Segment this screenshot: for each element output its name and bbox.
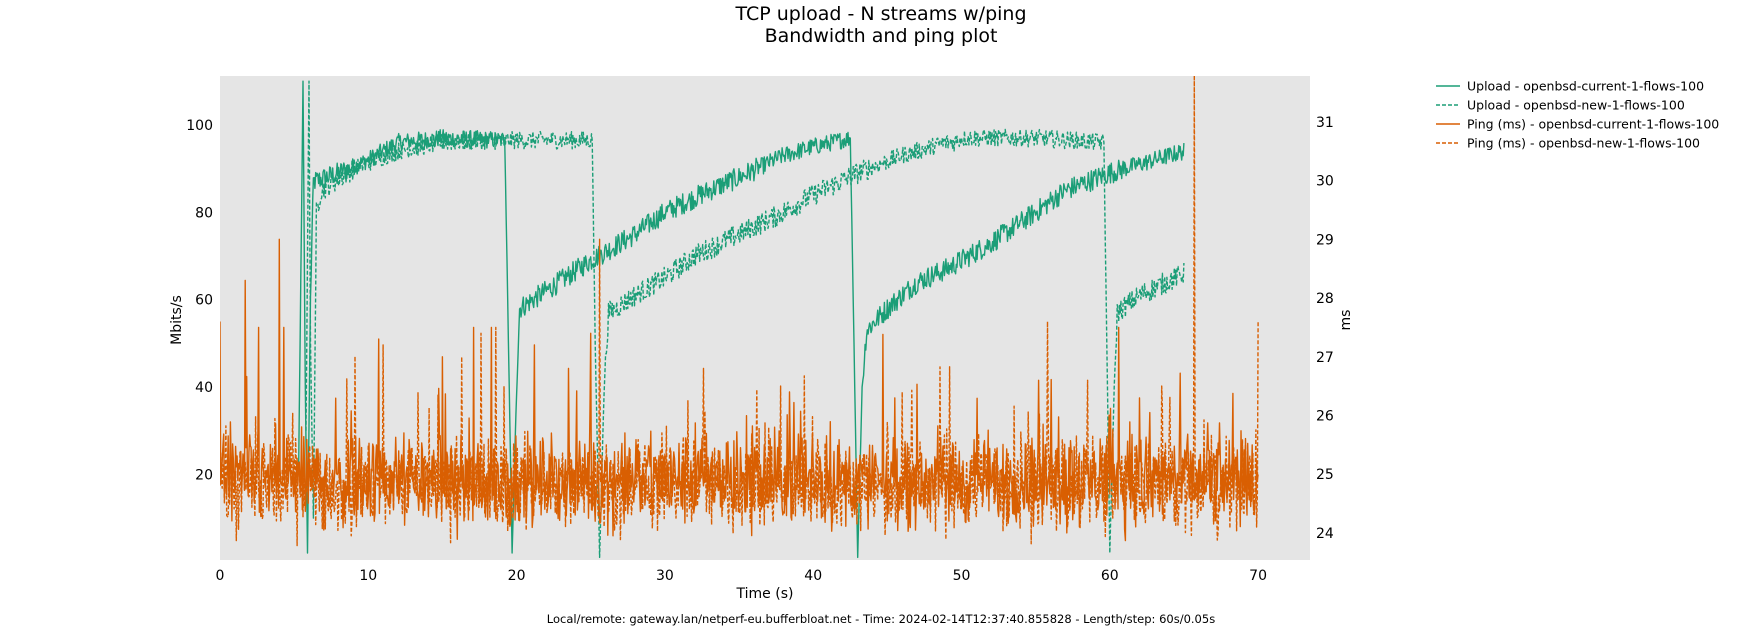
y2-tick-label: 24 [1316,526,1334,542]
y2-tick-label: 29 [1316,232,1334,248]
legend-label: Upload - openbsd-current-1-flows-100 [1467,79,1704,94]
y2-tick-label: 28 [1316,291,1334,307]
y-tick-label: 100 [186,118,213,134]
y2-tick-label: 25 [1316,467,1334,483]
series-line-3 [220,76,1259,547]
x-tick-label: 40 [804,568,822,584]
legend-label: Ping (ms) - openbsd-new-1-flows-100 [1467,136,1700,151]
chart-subtitle: Bandwidth and ping plot [765,25,998,47]
y2-tick-label: 30 [1316,174,1334,190]
y-tick-label: 40 [195,380,213,396]
y-tick-label: 20 [195,467,213,483]
x-tick-label: 70 [1249,568,1267,584]
x-tick-label: 10 [359,568,377,584]
legend: Upload - openbsd-current-1-flows-100 Uplo… [1436,79,1719,151]
y2-tick-label: 27 [1316,350,1334,366]
series-line-0 [297,80,1185,559]
legend-label: Ping (ms) - openbsd-current-1-flows-100 [1467,117,1719,132]
series-line-1 [305,80,1185,559]
x-tick-label: 50 [953,568,971,584]
chart-title: TCP upload - N streams w/ping [734,3,1026,25]
y-tick-label: 80 [195,205,213,221]
x-tick-label: 60 [1101,568,1119,584]
x-tick-label: 30 [656,568,674,584]
x-axis-label: Time (s) [736,586,794,602]
legend-label: Upload - openbsd-new-1-flows-100 [1467,98,1685,113]
x-tick-label: 20 [508,568,526,584]
y-axis-label: Mbits/s [169,295,185,345]
y2-axis-label: ms [1338,310,1354,331]
y2-tick-label: 31 [1316,115,1334,131]
y-tick-label: 60 [195,293,213,309]
footer-info: Local/remote: gateway.lan/netperf-eu.buf… [547,612,1215,626]
y2-tick-label: 26 [1316,409,1334,425]
x-tick-label: 0 [216,568,225,584]
